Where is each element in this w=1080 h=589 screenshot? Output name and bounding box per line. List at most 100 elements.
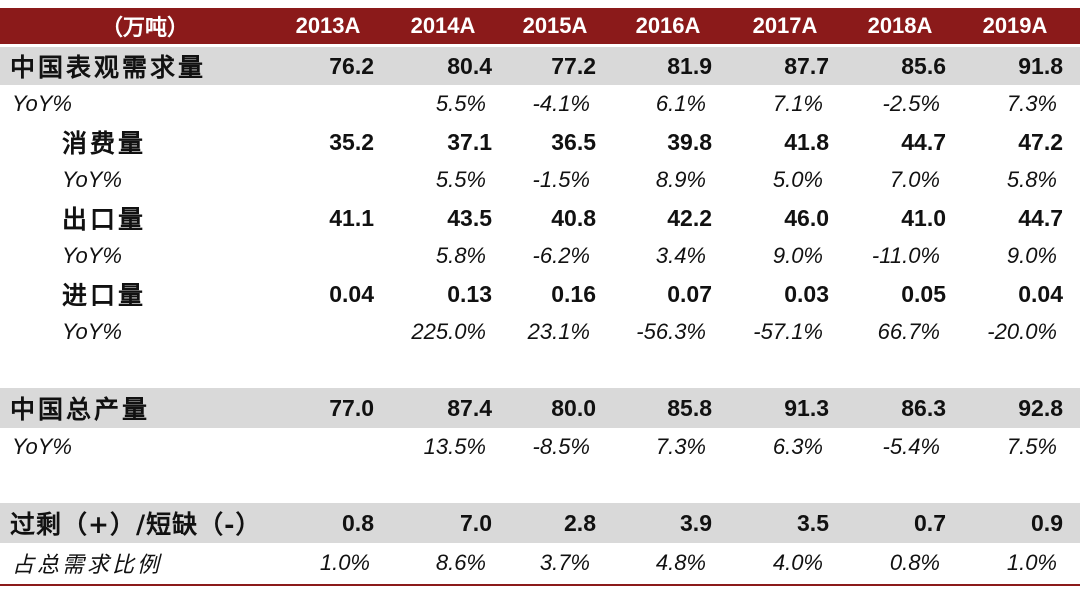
cell-value: -57.1% (753, 319, 823, 344)
row-label: 进口量 (62, 281, 147, 310)
table-row: 过剩（+）/短缺（-） 0.8 7.0 2.8 3.9 3.5 0.7 0.9 (0, 503, 1080, 543)
cell-value (270, 162, 374, 198)
cell-value: 3.4% (655, 243, 706, 268)
cell-value: -1.5% (532, 167, 590, 192)
cell-value: 0.05 (901, 280, 946, 307)
cell-value: 91.8 (1018, 52, 1063, 79)
cell-value: 5.0% (772, 167, 823, 192)
cell-value: 7.3% (1006, 91, 1057, 116)
year-header: 2019A (982, 13, 1048, 38)
cell-value: 77.0 (329, 394, 374, 421)
cell-value: 80.0 (551, 394, 596, 421)
table-row: YoY% 5.8% -6.2% 3.4% 9.0% -11.0% 9.0% (0, 238, 1080, 274)
cell-value: 3.9 (680, 509, 712, 536)
cell-value: 37.1 (447, 128, 492, 155)
cell-value: 5.5% (435, 91, 486, 116)
cell-value: 85.6 (901, 52, 946, 79)
cell-value (270, 429, 374, 465)
cell-value: 85.8 (667, 394, 712, 421)
table-row: YoY% 225.0% 23.1% -56.3% -57.1% 66.7% -2… (0, 314, 1080, 350)
table-row: YoY% 13.5% -8.5% 7.3% 6.3% -5.4% 7.5% (0, 429, 1080, 465)
table-row: YoY% 5.5% -4.1% 6.1% 7.1% -2.5% 7.3% (0, 86, 1080, 122)
cell-value: 35.2 (329, 128, 374, 155)
cell-value: 0.9 (1031, 509, 1063, 536)
cell-value: 43.5 (447, 204, 492, 231)
cell-value: 7.5% (1006, 434, 1057, 459)
cell-value: 41.1 (329, 204, 374, 231)
cell-value: 0.8% (889, 550, 940, 575)
cell-value: 40.8 (551, 204, 596, 231)
cell-value: 6.1% (655, 91, 706, 116)
cell-value: 7.0 (460, 509, 492, 536)
row-label: YoY% (12, 91, 72, 116)
cell-value: 39.8 (667, 128, 712, 155)
cell-value: 76.2 (329, 52, 374, 79)
table-row: YoY% 5.5% -1.5% 8.9% 5.0% 7.0% 5.8% (0, 162, 1080, 198)
year-header: 2018A (867, 13, 933, 38)
cell-value: 42.2 (667, 204, 712, 231)
cell-value: 41.0 (901, 204, 946, 231)
cell-value: 80.4 (447, 52, 492, 79)
cell-value: 225.0% (411, 319, 486, 344)
cell-value: 4.0% (772, 550, 823, 575)
cell-value: -5.4% (882, 434, 940, 459)
row-label: 占总需求比例 (12, 553, 163, 578)
year-header: 2013A (295, 13, 361, 38)
cell-value (270, 238, 374, 274)
cell-value (270, 314, 374, 350)
cell-value: 91.3 (784, 394, 829, 421)
row-label: YoY% (62, 167, 122, 192)
cell-value: 5.5% (435, 167, 486, 192)
cell-value: 41.8 (784, 128, 829, 155)
year-header: 2017A (752, 13, 818, 38)
cell-value: -56.3% (636, 319, 706, 344)
cell-value: 9.0% (1006, 243, 1057, 268)
row-label: 消费量 (62, 129, 147, 158)
cell-value: 0.04 (329, 280, 374, 307)
cell-value: 87.7 (784, 52, 829, 79)
table-row: 进口量 0.04 0.13 0.16 0.07 0.03 0.05 0.04 (0, 275, 1080, 313)
table-row: 出口量 41.1 43.5 40.8 42.2 46.0 41.0 44.7 (0, 199, 1080, 237)
cell-value: 8.9% (655, 167, 706, 192)
cell-value: 9.0% (772, 243, 823, 268)
cell-value: 36.5 (551, 128, 596, 155)
year-header: 2015A (522, 13, 588, 38)
cell-value: 7.1% (772, 91, 823, 116)
year-header: 2014A (410, 13, 476, 38)
cell-value: 5.8% (1006, 167, 1057, 192)
row-label: YoY% (62, 243, 122, 268)
table-header: （万吨） 2013A 2014A 2015A 2016A 2017A 2018A… (0, 8, 1080, 44)
cell-value: 5.8% (435, 243, 486, 268)
year-header: 2016A (635, 13, 701, 38)
bottom-rule (0, 584, 1080, 586)
cell-value: 0.04 (1018, 280, 1063, 307)
cell-value: 6.3% (772, 434, 823, 459)
cell-value: 44.7 (901, 128, 946, 155)
cell-value: 46.0 (784, 204, 829, 231)
cell-value: 7.0% (889, 167, 940, 192)
cell-value: 13.5% (423, 434, 486, 459)
cell-value: 7.3% (655, 434, 706, 459)
cell-value: 3.5 (797, 509, 829, 536)
row-label: 出口量 (62, 205, 147, 234)
unit-label: （万吨） (100, 15, 189, 40)
row-label: 中国总产量 (10, 395, 151, 424)
cell-value: 4.8% (655, 550, 706, 575)
cell-value: 3.7% (539, 550, 590, 575)
cell-value: 0.7 (914, 509, 946, 536)
cell-value: -2.5% (882, 91, 940, 116)
table-row: 占总需求比例 1.0% 8.6% 3.7% 4.8% 4.0% 0.8% 1.0… (0, 544, 1080, 582)
cell-value: 66.7% (877, 319, 940, 344)
row-label: 中国表观需求量 (10, 53, 207, 82)
cell-value: -11.0% (871, 243, 940, 268)
cell-value: -8.5% (532, 434, 590, 459)
cell-value: 2.8 (564, 509, 596, 536)
cell-value: 81.9 (667, 52, 712, 79)
cell-value: 87.4 (447, 394, 492, 421)
cell-value: 0.8 (342, 509, 374, 536)
cell-value: 44.7 (1018, 204, 1063, 231)
cell-value: -4.1% (532, 91, 590, 116)
table-row: 消费量 35.2 37.1 36.5 39.8 41.8 44.7 47.2 (0, 123, 1080, 161)
cell-value: 47.2 (1018, 128, 1063, 155)
